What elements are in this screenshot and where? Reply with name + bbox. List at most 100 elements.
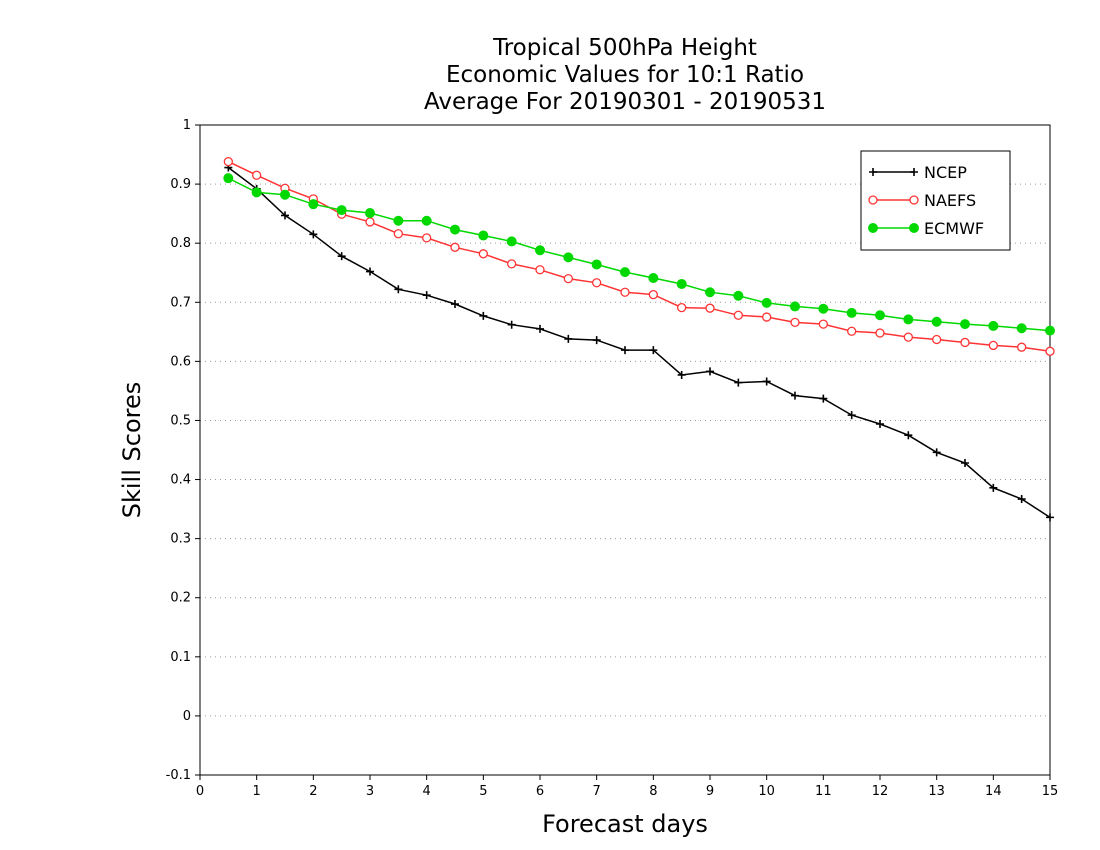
data-point-ecmwf: [931, 316, 942, 327]
data-point-ncep: [819, 394, 828, 403]
data-point-ncep: [536, 324, 544, 333]
x-tick-label: 0: [196, 784, 204, 799]
data-point-naefs: [592, 278, 602, 288]
legend-marker: [868, 195, 878, 205]
data-point-ncep: [734, 378, 743, 387]
data-point-ecmwf: [818, 303, 829, 314]
data-point-naefs: [507, 259, 517, 269]
data-point-naefs: [1017, 342, 1027, 352]
axes: -0.100.10.20.30.40.50.60.70.80.910 1 2 3 4 5 6…: [166, 118, 1059, 799]
data-point-ncep: [337, 252, 346, 261]
data-point-ncep: [791, 391, 799, 400]
data-point-ncep: [621, 346, 629, 355]
legend-label: ECMWF: [924, 219, 984, 238]
data-point-naefs: [478, 249, 488, 259]
data-point-ncep: [281, 211, 289, 220]
data-point-ecmwf: [535, 245, 545, 256]
data-point-naefs: [535, 265, 545, 275]
data-point-ncep: [1017, 495, 1026, 504]
y-tick-label: 0.3: [170, 532, 191, 547]
data-point-naefs: [422, 233, 432, 243]
series-line-ncep: [227, 166, 1051, 519]
x-tick-label: 2: [309, 784, 317, 799]
data-point-ecmwf: [563, 252, 574, 263]
data-point-ncep: [309, 230, 318, 239]
data-point-naefs: [988, 340, 998, 351]
data-point-ncep: [762, 377, 771, 386]
data-point-naefs: [960, 337, 970, 348]
data-point-ecmwf: [648, 273, 659, 284]
data-point-ncep: [366, 267, 374, 276]
y-tick-label: 0.1: [170, 650, 191, 665]
x-tick-label: 3: [366, 784, 374, 799]
data-point-ecmwf: [251, 187, 262, 198]
data-point-ncep: [479, 311, 488, 320]
x-tick-label: 9: [706, 784, 714, 799]
x-tick-label: 7: [593, 784, 601, 799]
plot-frame: [199, 124, 1051, 776]
legend-marker: [868, 223, 878, 233]
x-tick-label: 1: [253, 784, 261, 799]
legend-marker: [869, 168, 877, 176]
x-tick-label: 13: [928, 784, 945, 799]
legend-marker: [910, 168, 918, 176]
y-tick-label: 0.9: [170, 177, 191, 192]
data-point-ecmwf: [308, 199, 319, 210]
y-tick-label: -0.1: [166, 768, 191, 783]
data-point-naefs: [818, 319, 828, 329]
data-point-ecmwf: [875, 310, 885, 321]
y-axis-label: Skill Scores: [118, 381, 146, 519]
data-point-ecmwf: [506, 236, 517, 247]
data-point-ecmwf: [733, 290, 744, 301]
legend-entry-ncep: NCEP: [869, 163, 967, 182]
data-point-ecmwf: [336, 205, 347, 216]
x-axis-label: Forecast days: [542, 810, 708, 838]
data-point-naefs: [648, 289, 658, 300]
legend-entry-naefs: NAEFS: [868, 191, 976, 210]
data-point-ncep: [564, 334, 573, 343]
data-point-ecmwf: [393, 215, 404, 226]
x-tick-label: 10: [758, 784, 775, 799]
data-point-ncep: [932, 448, 941, 457]
data-point-ecmwf: [620, 267, 630, 278]
data-point-ecmwf: [223, 173, 234, 184]
legend-label: NAEFS: [924, 191, 976, 210]
data-point-naefs: [677, 302, 687, 313]
legend-marker: [909, 223, 919, 233]
data-point-ecmwf: [478, 230, 489, 241]
data-point-ncep: [422, 291, 431, 300]
y-tick-label: 0.4: [170, 473, 191, 488]
data-point-ecmwf: [1016, 323, 1027, 334]
data-point-ecmwf: [280, 189, 290, 200]
y-tick-label: 0.2: [170, 591, 191, 606]
data-point-naefs: [733, 310, 743, 320]
chart-title-line-3: Average For 20190301 - 20190531: [423, 89, 827, 115]
data-point-naefs: [847, 326, 857, 336]
data-point-naefs: [875, 328, 885, 338]
y-tick-label: 0.5: [170, 413, 191, 428]
data-point-ecmwf: [1045, 325, 1055, 336]
data-point-ncep: [451, 300, 459, 309]
data-point-naefs: [252, 170, 262, 180]
chart-title-line-2: Economic Values for 10:1 Ratio: [445, 62, 805, 88]
legend-entry-ecmwf: ECMWF: [868, 219, 984, 238]
x-tick-label: 11: [815, 784, 832, 799]
data-point-ncep: [592, 336, 601, 345]
x-tick-label: 15: [1042, 784, 1059, 799]
data-point-ecmwf: [988, 320, 999, 331]
data-point-ecmwf: [761, 297, 772, 308]
y-tick-label: 0: [183, 709, 191, 724]
series-group: [223, 156, 1055, 522]
data-point-ecmwf: [960, 319, 970, 330]
data-point-naefs: [790, 317, 800, 328]
x-tick-label: 6: [536, 784, 544, 799]
series-naefs: [223, 156, 1055, 356]
data-point-ncep: [394, 285, 403, 294]
data-point-naefs: [393, 229, 403, 239]
data-point-naefs: [450, 242, 460, 252]
y-tick-label: 0.7: [170, 295, 191, 310]
data-point-ecmwf: [421, 215, 432, 226]
series-line-naefs: [227, 160, 1051, 353]
series-ecmwf: [223, 173, 1055, 336]
